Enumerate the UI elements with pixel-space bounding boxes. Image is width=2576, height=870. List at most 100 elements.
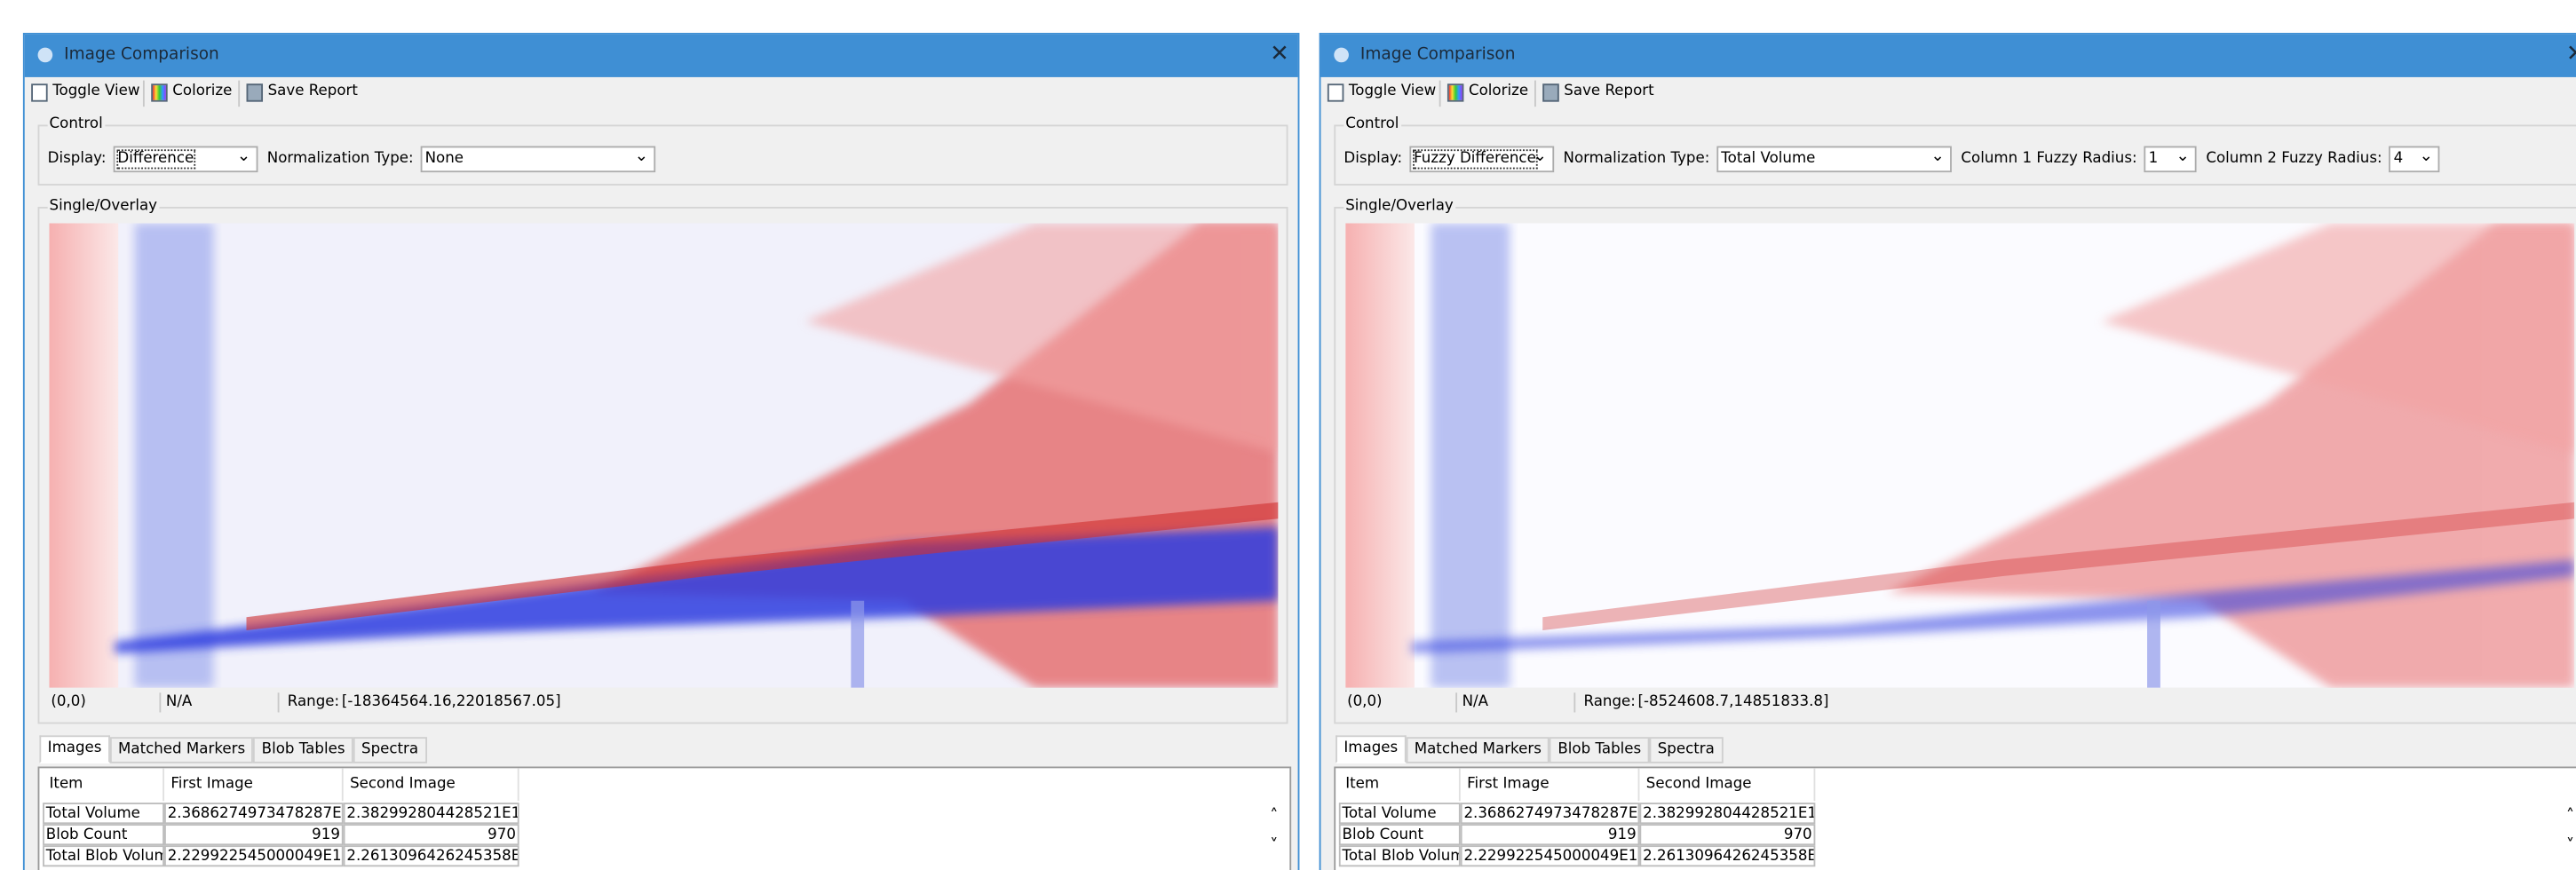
combo-box[interactable]: 4⌄ (2389, 146, 2439, 173)
difference-image (1345, 223, 2574, 687)
combo-box[interactable]: 1⌄ (2144, 146, 2196, 173)
table-cell: Blob Count (43, 824, 164, 845)
window: Image Comparison✕ Toggle View Colorize Save… (23, 33, 1300, 870)
status-coords: (0,0) (51, 694, 85, 710)
combo-value: Total Volume (1721, 151, 1815, 167)
tab-row: ImagesMatched MarkersBlob TablesSpectra (39, 735, 426, 763)
group-label: Single/Overlay (1343, 199, 1454, 215)
toolbar-icon[interactable] (1542, 83, 1559, 101)
status-separator (1573, 692, 1575, 712)
toolbar-separator (238, 81, 240, 107)
window: Image Comparison ✕ Toggle View Colorize Save… (1320, 33, 2576, 870)
blue-streak (2147, 601, 2160, 688)
combo-arrow: ⌄ (1930, 147, 1945, 165)
range-value: [-18364564.16,22018567.05] (342, 694, 561, 710)
scroll-down[interactable]: ˅ (1270, 837, 1278, 855)
combo-value: Fuzzy Difference (1414, 151, 1536, 167)
group-label: Control (48, 116, 105, 132)
window-title: Image Comparison (1360, 46, 1516, 64)
left-strip (50, 223, 119, 687)
toolbar-button[interactable]: Toggle View (1349, 83, 1436, 99)
tab[interactable]: Spectra (1649, 737, 1723, 763)
app-icon (38, 48, 53, 63)
tab[interactable]: Blob Tables (253, 737, 353, 763)
toolbar-button[interactable]: Save Report (268, 83, 358, 99)
table-cell: 970 (1639, 824, 1815, 845)
table-header: Item (43, 768, 164, 801)
status-value: N/A (1462, 694, 1488, 710)
combo-arrow: ⌄ (237, 147, 251, 165)
tab[interactable]: Images (39, 735, 109, 763)
combo-value: None (425, 151, 464, 167)
blue-band (135, 223, 214, 687)
range-label: Range: (1583, 694, 1635, 710)
range-value: [-8524608.7,14851833.8] (1638, 694, 1829, 710)
combo-arrow: ⌄ (2419, 147, 2433, 165)
combo-value: Difference (117, 151, 194, 167)
table-header: First Image (1461, 768, 1640, 801)
table-cell: 2.2613096426245358E10 (1639, 845, 1815, 866)
tab[interactable]: Images (1336, 735, 1406, 763)
control-label: Column 1 Fuzzy Radius: (1961, 151, 2136, 167)
table-cell: 970 (344, 824, 519, 845)
status-coords: (0,0) (1347, 694, 1382, 710)
toolbar-icon[interactable] (247, 83, 264, 101)
toolbar-button[interactable]: Colorize (172, 83, 232, 99)
combo-box[interactable]: Total Volume ⌄ (1716, 146, 1952, 173)
screen: Image Comparison ✕ Toggle View Colorize Save… (0, 0, 2576, 870)
combo-box[interactable]: None⌄ (420, 146, 655, 173)
close-button[interactable]: ✕ (1270, 41, 1289, 67)
group-label: Single/Overlay (48, 199, 159, 215)
status-separator (159, 692, 161, 712)
combo-value: 1 (2149, 151, 2159, 167)
toolbar-icon[interactable] (1447, 83, 1464, 101)
toolbar-button[interactable]: Colorize (1469, 83, 1528, 99)
table-cell: 2.382992804428521E10 (1639, 803, 1815, 824)
control-label: Display: (1343, 151, 1402, 167)
table-cell: Blob Count (1339, 824, 1461, 845)
table-cell: 2.229922545000049E10 (164, 845, 344, 866)
control-row: Display:Difference⌄Normalization Type:No… (48, 146, 655, 173)
combo-box[interactable]: Fuzzy Difference⌄ (1409, 146, 1554, 173)
tab[interactable]: Matched Markers (1406, 737, 1550, 763)
scroll-up[interactable]: ˄ (1270, 808, 1278, 826)
combo-value: 4 (2394, 151, 2404, 167)
toolbar-separator (143, 81, 145, 107)
title-bar: Image Comparison✕ (25, 35, 1298, 77)
table-cell: Total Blob Volume (43, 845, 164, 866)
range-label: Range: (288, 694, 339, 710)
combo-arrow: ⌄ (2176, 147, 2190, 165)
app-icon (1334, 48, 1349, 63)
toolbar-separator (1534, 81, 1536, 107)
page: Image Comparison ✕ Toggle View Colorize Save… (0, 0, 2576, 870)
toolbar-icon[interactable] (151, 83, 168, 101)
blue-band (1431, 223, 1510, 687)
tab[interactable]: Spectra (353, 737, 427, 763)
table-cell: 919 (1461, 824, 1640, 845)
close-button[interactable]: ✕ (2566, 41, 2576, 67)
toolbar-button[interactable]: Toggle View (52, 83, 139, 99)
scroll-up[interactable]: ˄ (2566, 808, 2574, 826)
toolbar-separator (1439, 81, 1441, 107)
toolbar-icon[interactable] (1328, 83, 1344, 101)
tab[interactable]: Matched Markers (110, 737, 254, 763)
toolbar-icon[interactable] (31, 83, 48, 101)
control-label: Display: (48, 151, 107, 167)
scroll-down[interactable]: ˅ (2566, 837, 2574, 855)
combo-box[interactable]: Difference ⌄ (113, 146, 258, 173)
table-header: Item (1339, 768, 1461, 801)
table-cell: 2.2613096426245358E10 (344, 845, 519, 866)
toolbar-button[interactable]: Save Report (1564, 83, 1653, 99)
table-cell: 2.382992804428521E10 (344, 803, 519, 824)
tab[interactable]: Blob Tables (1550, 737, 1649, 763)
table-header: First Image (164, 768, 344, 801)
status-separator (1455, 692, 1457, 712)
table-cell: Total Volume (1339, 803, 1461, 824)
difference-image (50, 223, 1279, 687)
table-cell: 2.3686274973478287E10 (1461, 803, 1640, 824)
combo-arrow: ⌄ (1533, 147, 1547, 165)
control-label: Normalization Type: (1563, 151, 1709, 167)
title-bar: Image Comparison ✕ (1320, 35, 2575, 77)
